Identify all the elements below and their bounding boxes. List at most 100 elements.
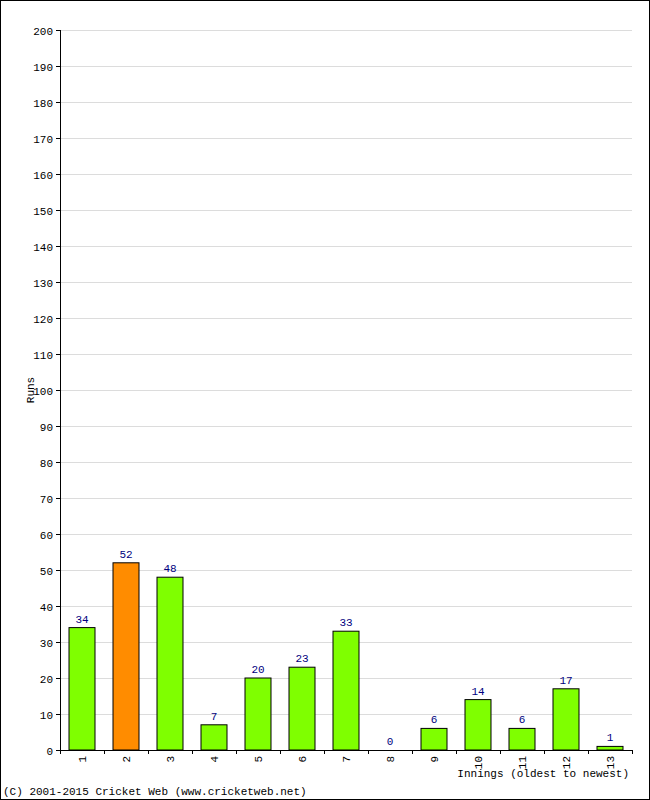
y-tick xyxy=(56,606,60,607)
y-tick xyxy=(56,246,60,247)
y-tick xyxy=(56,318,60,319)
grid-line xyxy=(60,534,632,535)
bar xyxy=(157,577,183,750)
grid-line xyxy=(60,246,632,247)
bar xyxy=(377,750,403,751)
data-label: 0 xyxy=(387,736,394,748)
x-tick xyxy=(192,750,193,754)
data-label: 6 xyxy=(431,714,438,726)
data-label: 7 xyxy=(211,711,218,723)
grid-line xyxy=(60,66,632,67)
x-tick xyxy=(544,750,545,754)
y-tick-label: 10 xyxy=(40,710,53,722)
grid-line xyxy=(60,318,632,319)
y-tick-label: 70 xyxy=(40,494,53,506)
y-tick xyxy=(56,66,60,67)
y-tick xyxy=(56,138,60,139)
y-tick xyxy=(56,174,60,175)
bar xyxy=(289,667,315,750)
y-tick-label: 200 xyxy=(33,26,53,38)
grid-line xyxy=(60,174,632,175)
bar xyxy=(245,678,271,750)
data-label: 33 xyxy=(339,617,352,629)
x-tick xyxy=(104,750,105,754)
data-label: 17 xyxy=(559,675,572,687)
x-tick-label: 4 xyxy=(209,756,221,763)
y-tick-label: 160 xyxy=(33,170,53,182)
y-tick-label: 170 xyxy=(33,134,53,146)
grid-line xyxy=(60,210,632,211)
y-tick xyxy=(56,102,60,103)
grid-line xyxy=(60,138,632,139)
x-tick xyxy=(236,750,237,754)
frame xyxy=(1,1,650,800)
y-tick-label: 0 xyxy=(46,746,53,758)
bar xyxy=(201,725,227,750)
x-axis-label: Innings (oldest to newest) xyxy=(457,768,629,780)
y-tick xyxy=(56,282,60,283)
y-tick xyxy=(56,426,60,427)
y-tick-label: 50 xyxy=(40,566,53,578)
x-tick-label: 1 xyxy=(77,756,89,763)
y-tick-label: 190 xyxy=(33,62,53,74)
y-axis xyxy=(60,30,61,750)
x-tick xyxy=(632,750,633,754)
bar xyxy=(333,631,359,750)
y-tick-label: 120 xyxy=(33,314,53,326)
data-label: 34 xyxy=(75,614,89,626)
x-tick-label: 2 xyxy=(121,756,133,763)
y-tick-label: 140 xyxy=(33,242,53,254)
y-tick xyxy=(56,210,60,211)
x-tick xyxy=(368,750,369,754)
y-tick-label: 180 xyxy=(33,98,53,110)
grid-line xyxy=(60,390,632,391)
bar xyxy=(421,728,447,750)
x-tick xyxy=(456,750,457,754)
data-label: 20 xyxy=(251,664,264,676)
y-tick xyxy=(56,30,60,31)
x-tick xyxy=(148,750,149,754)
grid-line xyxy=(60,462,632,463)
y-tick-label: 60 xyxy=(40,530,53,542)
grid-line xyxy=(60,606,632,607)
grid-line xyxy=(60,750,632,751)
y-tick xyxy=(56,642,60,643)
y-tick xyxy=(56,750,60,751)
x-tick-label: 9 xyxy=(429,756,441,763)
x-tick-label: 5 xyxy=(253,756,265,763)
bar xyxy=(597,746,623,750)
x-tick xyxy=(412,750,413,754)
x-tick xyxy=(588,750,589,754)
data-label: 23 xyxy=(295,653,308,665)
bar xyxy=(69,628,95,750)
y-tick xyxy=(56,534,60,535)
x-tick-label: 3 xyxy=(165,756,177,763)
grid-line xyxy=(60,426,632,427)
data-label: 52 xyxy=(119,549,132,561)
x-tick xyxy=(280,750,281,754)
y-tick-label: 130 xyxy=(33,278,53,290)
y-tick xyxy=(56,714,60,715)
y-tick-label: 80 xyxy=(40,458,53,470)
y-tick xyxy=(56,570,60,571)
bar xyxy=(113,563,139,750)
copyright: (C) 2001-2015 Cricket Web (www.cricketwe… xyxy=(3,786,307,798)
data-label: 6 xyxy=(519,714,526,726)
y-tick-label: 150 xyxy=(33,206,53,218)
data-label: 1 xyxy=(607,732,614,744)
y-tick-label: 20 xyxy=(40,674,53,686)
y-tick-label: 90 xyxy=(40,422,53,434)
data-label: 14 xyxy=(471,686,485,698)
grid-line xyxy=(60,102,632,103)
grid-line xyxy=(60,498,632,499)
x-tick xyxy=(500,750,501,754)
y-tick xyxy=(56,462,60,463)
y-axis-label: Runs xyxy=(25,377,37,403)
x-tick xyxy=(324,750,325,754)
x-tick-label: 8 xyxy=(385,756,397,763)
bar xyxy=(509,728,535,750)
bar xyxy=(553,689,579,750)
y-tick xyxy=(56,390,60,391)
grid-line xyxy=(60,354,632,355)
y-tick-label: 110 xyxy=(33,350,53,362)
